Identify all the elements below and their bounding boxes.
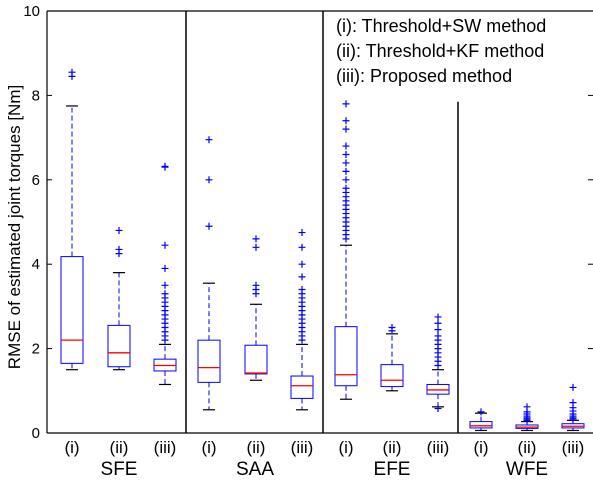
category-label: (ii) <box>110 438 129 457</box>
category-label: (iii) <box>562 438 585 457</box>
iqr-box <box>244 344 268 375</box>
iqr-box <box>290 375 314 399</box>
outlier-marker <box>68 68 76 76</box>
outlier-marker <box>342 176 350 184</box>
box-wfe-3 <box>561 383 585 432</box>
iqr-box <box>334 326 358 387</box>
box-saa-2 <box>244 235 268 381</box>
iqr-box <box>60 256 84 364</box>
outlier-marker <box>161 241 169 249</box>
outlier-marker <box>298 260 306 268</box>
outlier-marker <box>205 222 213 230</box>
outlier-marker <box>205 136 213 144</box>
legend: (i): Threshold+SW method (ii): Threshold… <box>336 16 546 86</box>
outlier-marker <box>342 117 350 125</box>
outlier-marker <box>298 286 306 294</box>
iqr-box <box>469 421 493 429</box>
outlier-marker <box>523 403 531 411</box>
outlier-marker <box>434 405 442 413</box>
category-label: (i) <box>473 438 488 457</box>
category-label: (i) <box>338 438 353 457</box>
y-axis-label: RMSE of estimated joint torques [Nm] <box>5 85 24 369</box>
category-label: (iii) <box>427 438 450 457</box>
outlier-marker <box>342 167 350 175</box>
outlier-marker <box>342 184 350 192</box>
outlier-marker <box>298 243 306 251</box>
outlier-marker <box>342 100 350 108</box>
outlier-marker <box>161 162 169 170</box>
group-label-wfe: WFE <box>506 459 548 480</box>
iqr-box <box>380 364 404 388</box>
outlier-marker <box>252 243 260 251</box>
category-label: (i) <box>201 438 216 457</box>
outlier-marker <box>434 319 442 327</box>
legend-item-3: (iii): Proposed method <box>336 66 512 86</box>
y-tick-label: 4 <box>32 256 40 273</box>
box-wfe-1 <box>469 408 493 432</box>
y-tick-label: 8 <box>32 87 40 104</box>
outlier-marker <box>115 226 123 234</box>
outlier-marker <box>342 125 350 133</box>
outlier-marker <box>115 245 123 253</box>
category-label: (iii) <box>154 438 177 457</box>
box-sfe-3 <box>153 162 177 386</box>
y-tick-label: 10 <box>23 3 40 20</box>
outlier-marker <box>342 142 350 150</box>
box-efe-2 <box>380 324 404 392</box>
y-tick-label: 0 <box>32 425 40 442</box>
legend-item-2: (ii): Threshold+KF method <box>336 41 544 61</box>
outlier-marker <box>342 159 350 167</box>
box-efe-1 <box>334 100 358 400</box>
outlier-marker <box>252 235 260 243</box>
outlier-marker <box>161 290 169 298</box>
outlier-marker <box>477 408 485 416</box>
group-label-efe: EFE <box>374 459 411 480</box>
outlier-marker <box>161 264 169 272</box>
y-ticks: 0 2 4 6 8 10 <box>23 3 593 442</box>
outlier-marker <box>252 281 260 289</box>
category-label: (i) <box>64 438 79 457</box>
outlier-marker <box>569 399 577 407</box>
category-label: (iii) <box>291 438 314 457</box>
box-saa-1 <box>197 136 221 411</box>
legend-item-1: (i): Threshold+SW method <box>336 16 546 36</box>
category-label: (ii) <box>518 438 537 457</box>
outlier-marker <box>161 281 169 289</box>
outlier-marker <box>434 326 442 334</box>
iqr-box <box>107 324 131 368</box>
outlier-marker <box>205 176 213 184</box>
outlier-marker <box>298 273 306 281</box>
outlier-marker <box>388 324 396 331</box>
category-label: (ii) <box>247 438 266 457</box>
y-tick-label: 6 <box>32 172 40 189</box>
group-label-saa: SAA <box>236 459 274 480</box>
outlier-marker <box>342 150 350 158</box>
outlier-marker <box>434 332 442 340</box>
group-label-sfe: SFE <box>101 459 138 480</box>
boxes <box>60 68 585 432</box>
outlier-marker <box>569 383 577 391</box>
category-label: (ii) <box>383 438 402 457</box>
box-sfe-2 <box>107 226 131 371</box>
box-wfe-2 <box>515 403 539 432</box>
box-saa-3 <box>290 229 314 411</box>
axes <box>46 10 593 434</box>
x-labels: (i) (ii) (iii) SFE (i) (ii) (iii) SAA (i) (ii) (ii… <box>64 438 584 480</box>
group-dividers <box>185 11 459 433</box>
outlier-marker <box>298 229 306 237</box>
y-tick-label: 2 <box>32 341 40 358</box>
iqr-box <box>197 339 221 383</box>
box-sfe-1 <box>60 68 84 371</box>
outlier-marker <box>434 313 442 321</box>
box-efe-3 <box>426 313 450 413</box>
